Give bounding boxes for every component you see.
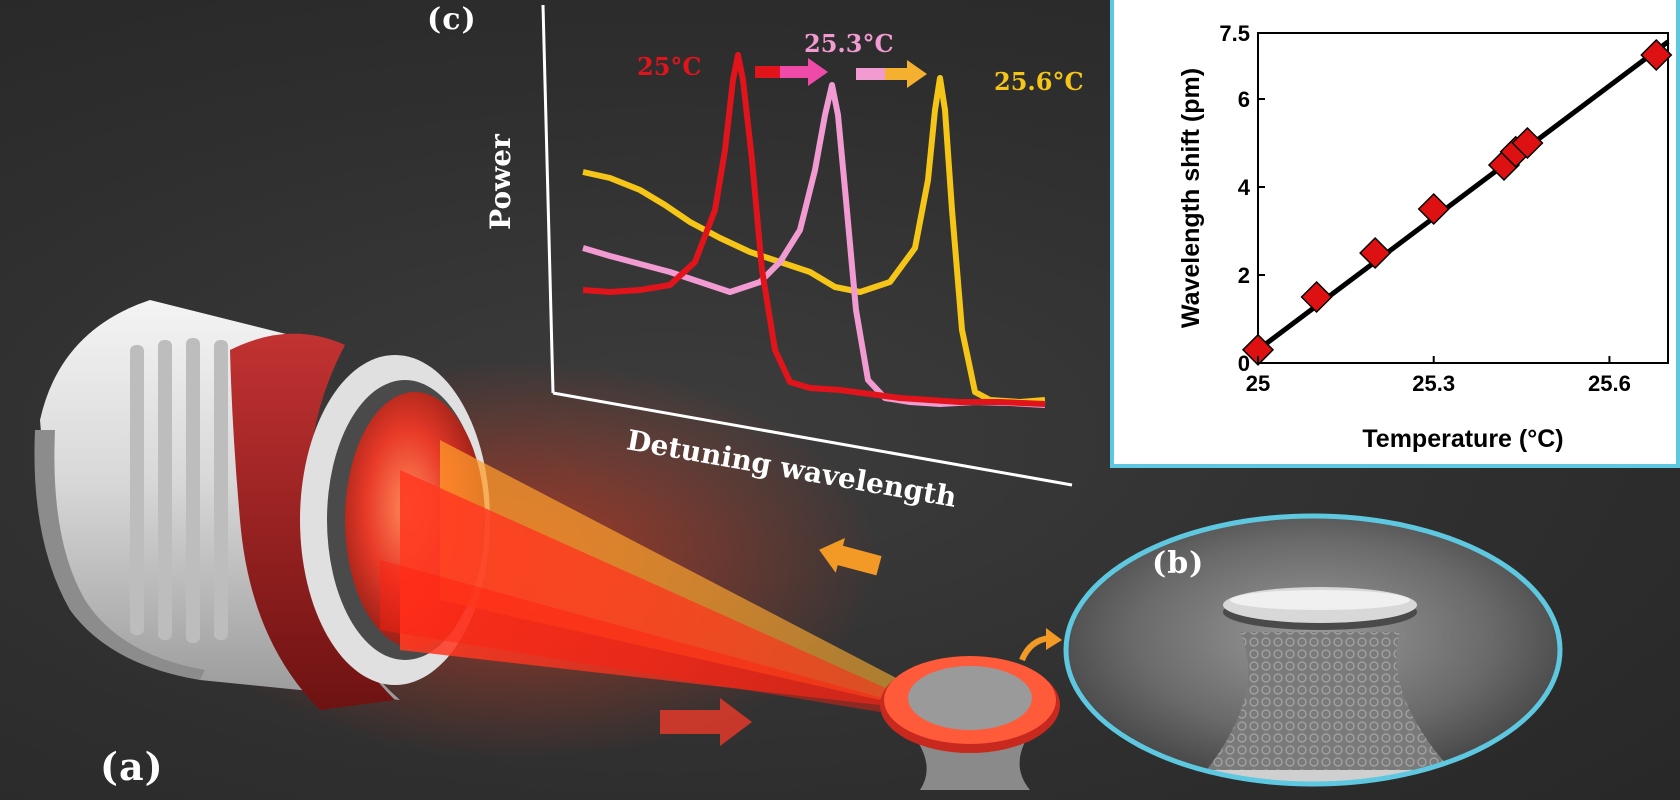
microtoroid-disk <box>908 666 1032 730</box>
data-point-0 <box>1241 333 1275 366</box>
scatter-panel: 25 25.3 25.6 0 2 4 6 7.5 Temperature (°C) Wave… <box>1110 0 1680 468</box>
x-ticks: 25 25.3 25.6 <box>1246 356 1631 396</box>
y-tick-label: 6 <box>1238 87 1250 112</box>
x-tick-label: 25 <box>1246 371 1270 396</box>
red-arrow <box>660 698 752 746</box>
shift-arrow-1 <box>755 58 828 86</box>
y-tick-label: 4 <box>1238 175 1251 200</box>
sem-image <box>1063 513 1563 798</box>
objective-red-band <box>230 333 395 710</box>
spectrum-y-axis <box>541 4 555 394</box>
spectrum-trace-25.6 <box>582 75 1046 405</box>
peak-label-25.6: 25.6°C <box>994 67 1084 96</box>
chart-xlabel: Temperature (°C) <box>1362 425 1563 453</box>
microtoroid <box>880 656 1060 790</box>
panel-label-c: (c) <box>427 2 477 37</box>
data-point-3 <box>1417 192 1450 226</box>
shift-arrow-2 <box>856 60 927 88</box>
panel-label-b: (b) <box>1152 546 1205 581</box>
data-point-7 <box>1640 38 1673 72</box>
spectrum-ylabel: Power <box>484 133 517 230</box>
output-beam <box>440 440 900 700</box>
y-ticks: 0 2 4 6 7.5 <box>1219 21 1265 376</box>
peak-label-25.3: 25.3°C <box>804 29 894 58</box>
y-tick-label: 2 <box>1238 263 1250 288</box>
x-tick-label: 25.6 <box>1588 371 1631 396</box>
rotation-arrow <box>1019 635 1051 662</box>
data-point-1 <box>1300 280 1333 314</box>
y-tick-label: 7.5 <box>1219 21 1250 46</box>
orange-arrow <box>819 538 882 576</box>
data-point-2 <box>1359 236 1392 270</box>
microresonator-illustration <box>34 300 1062 790</box>
sem-scale-bar <box>1300 790 1430 798</box>
plot-area <box>1257 32 1669 364</box>
panel-label-a: (a) <box>100 744 164 789</box>
chart-frame <box>1110 0 1680 468</box>
y-tick-label: 0 <box>1238 351 1250 376</box>
sem-frame <box>1063 513 1563 787</box>
data-point-6 <box>1511 126 1544 160</box>
x-tick-label: 25.3 <box>1412 371 1455 396</box>
spectrum-trace-25 <box>582 52 1046 407</box>
panel-label-d: (d) <box>1130 0 1183 23</box>
objective-grip-ridges <box>130 338 228 643</box>
input-beam <box>400 470 890 705</box>
spectrum-x-axis <box>552 391 1073 487</box>
chart-ylabel: Wavelength shift (pm) <box>1177 68 1205 328</box>
peak-label-25: 25°C <box>637 52 702 81</box>
spectrum-trace-25.3 <box>582 82 1046 408</box>
data-points <box>1241 38 1673 366</box>
